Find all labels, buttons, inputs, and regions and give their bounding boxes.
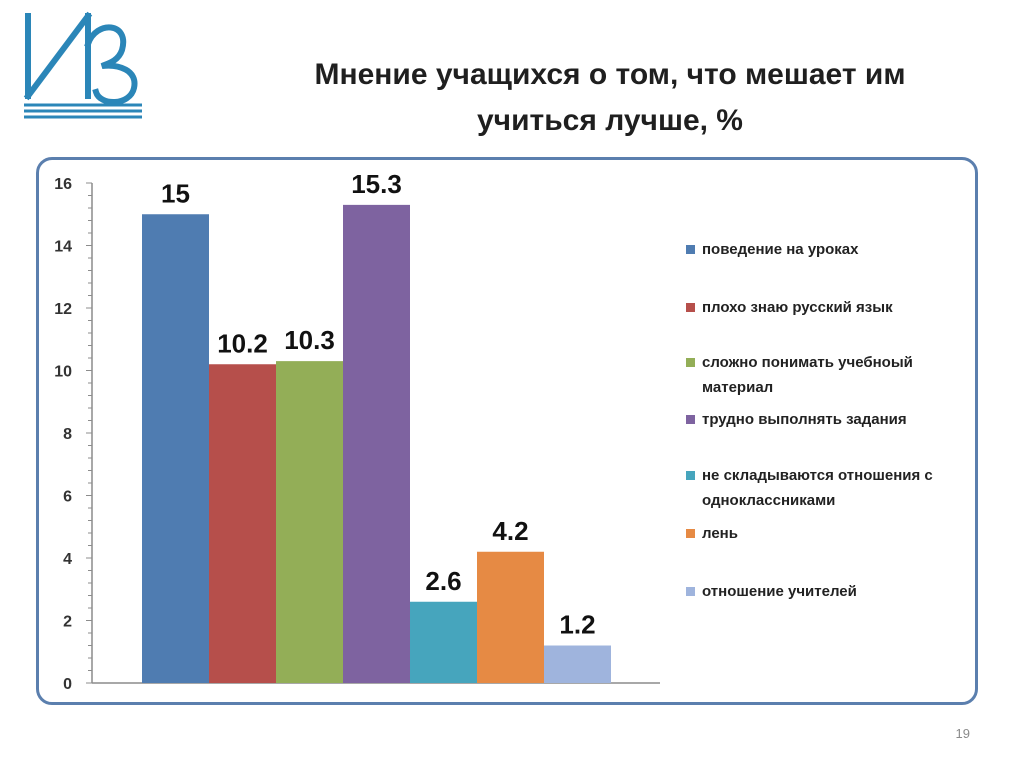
legend-item-4: трудно выполнять задания [680, 407, 975, 432]
bar-5 [410, 601, 477, 683]
y-tick-label: 0 [63, 676, 72, 693]
legend-label: сложно понимать учебноый материал [702, 354, 913, 396]
page-title-line-2: учиться лучше, % [476, 104, 743, 137]
bar-value-label-3: 10.3 [284, 325, 335, 355]
chart-legend: поведение на уроках плохо знаю русский яз… [680, 0, 980, 768]
bar-2 [209, 364, 276, 683]
logo [23, 11, 142, 119]
legend-swatch [686, 358, 695, 367]
bar-7 [544, 645, 611, 683]
bar-value-label-2: 10.2 [217, 328, 268, 358]
legend-item-1: поведение на уроках [680, 237, 975, 262]
y-tick-label: 16 [54, 176, 72, 193]
page-title: Мнение учащихся о том, что мешает им учи… [230, 52, 990, 144]
y-tick-label: 12 [54, 301, 72, 318]
page-title-line-1: Мнение учащихся о том, что мешает им [314, 58, 906, 91]
legend-item-2: плохо знаю русский язык [680, 295, 975, 320]
legend-swatch [686, 303, 695, 312]
legend-swatch [686, 471, 695, 480]
legend-label: трудно выполнять задания [702, 411, 907, 428]
legend-label: не складываются отношения с одноклассник… [702, 467, 933, 509]
y-tick-label: 4 [63, 551, 72, 568]
legend-label: плохо знаю русский язык [702, 299, 893, 316]
bar-3 [276, 361, 343, 683]
bar-value-label-4: 15.3 [351, 169, 402, 199]
bar-value-label-6: 4.2 [492, 516, 528, 546]
legend-swatch [686, 587, 695, 596]
bar-1 [142, 214, 209, 683]
legend-label: поведение на уроках [702, 241, 859, 258]
bar-6 [477, 551, 544, 683]
y-tick-label: 10 [54, 364, 72, 381]
y-tick-label: 14 [54, 239, 72, 256]
legend-item-3: сложно понимать учебноый материал [680, 350, 975, 400]
legend-item-6: лень [680, 521, 975, 546]
legend-item-7: отношение учителей [680, 579, 975, 604]
legend-swatch [686, 245, 695, 254]
bar-value-label-5: 2.6 [425, 566, 461, 596]
y-tick-label: 8 [63, 426, 72, 443]
bar-value-label-1: 15 [161, 178, 190, 208]
legend-label: отношение учителей [702, 583, 857, 600]
bar-4 [343, 204, 410, 683]
legend-label: лень [702, 525, 738, 542]
legend-swatch [686, 529, 695, 538]
legend-item-5: не складываются отношения с одноклассник… [680, 463, 975, 513]
page-number: 19 [955, 726, 970, 741]
bar-value-label-7: 1.2 [559, 610, 595, 640]
legend-swatch [686, 415, 695, 424]
y-tick-label: 2 [63, 614, 72, 631]
y-tick-label: 6 [63, 489, 72, 506]
